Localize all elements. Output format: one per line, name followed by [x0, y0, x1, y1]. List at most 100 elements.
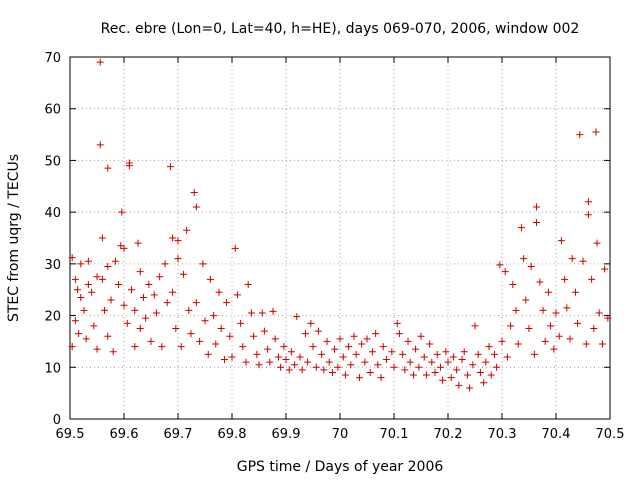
data-point — [463, 371, 471, 379]
x-tick-label: 70.5 — [596, 427, 625, 442]
data-point — [449, 353, 457, 361]
data-point — [471, 322, 479, 330]
x-tick-label: 70 — [332, 427, 349, 442]
data-point — [80, 306, 88, 314]
data-point — [426, 340, 434, 348]
data-points — [68, 58, 612, 392]
data-point — [460, 348, 468, 356]
data-point — [447, 374, 455, 382]
data-point — [204, 350, 212, 358]
data-point — [503, 353, 511, 361]
data-point — [598, 340, 606, 348]
data-point — [444, 358, 452, 366]
data-point — [250, 332, 258, 340]
data-point — [192, 299, 200, 307]
data-point — [382, 356, 390, 364]
y-tick-label: 0 — [53, 413, 61, 428]
data-point — [128, 286, 136, 294]
data-point — [314, 327, 322, 335]
data-point — [201, 317, 209, 325]
data-point — [226, 332, 234, 340]
grid-lines — [70, 57, 610, 419]
data-point — [174, 255, 182, 263]
data-point — [533, 203, 541, 211]
chart-title: Rec. ebre (Lon=0, Lat=40, h=HE), days 06… — [101, 21, 580, 37]
data-point — [282, 356, 290, 364]
data-point — [223, 299, 231, 307]
data-point — [507, 322, 515, 330]
data-point — [568, 255, 576, 263]
y-tick-label: 10 — [44, 361, 61, 376]
data-point — [183, 226, 191, 234]
data-point — [527, 262, 535, 270]
data-point — [301, 330, 309, 338]
data-point — [466, 384, 474, 392]
data-point — [571, 288, 579, 296]
data-point — [247, 309, 255, 317]
data-point — [366, 368, 374, 376]
data-point — [490, 350, 498, 358]
y-tick-label: 70 — [44, 51, 61, 66]
data-point — [436, 363, 444, 371]
data-point — [379, 343, 387, 351]
data-point — [576, 131, 584, 139]
data-point — [482, 358, 490, 366]
data-point — [93, 273, 101, 281]
data-point — [579, 257, 587, 265]
data-point — [274, 353, 282, 361]
y-tick-label: 50 — [44, 154, 61, 169]
data-point — [453, 366, 461, 374]
data-point — [323, 337, 331, 345]
data-point — [264, 345, 272, 353]
data-point — [82, 335, 90, 343]
data-point — [368, 348, 376, 356]
data-point — [196, 337, 204, 345]
data-point — [136, 268, 144, 276]
data-point — [115, 281, 123, 289]
data-point — [588, 275, 596, 283]
data-point — [174, 237, 182, 245]
data-point — [260, 327, 268, 335]
data-point — [266, 358, 274, 366]
data-point — [496, 261, 504, 269]
data-point — [147, 337, 155, 345]
data-point — [237, 319, 245, 327]
data-point — [458, 356, 466, 364]
data-point — [347, 361, 355, 369]
data-point — [296, 353, 304, 361]
data-point — [474, 350, 482, 358]
data-point — [520, 255, 528, 263]
data-point — [555, 332, 563, 340]
data-point — [595, 309, 603, 317]
data-point — [255, 361, 263, 369]
y-tick-label: 20 — [44, 310, 61, 325]
data-point — [134, 239, 142, 247]
data-point — [539, 306, 547, 314]
data-point — [93, 345, 101, 353]
data-point — [493, 363, 501, 371]
data-point — [433, 350, 441, 358]
axis-ticks — [69, 56, 611, 420]
data-point — [522, 296, 530, 304]
data-point — [68, 343, 76, 351]
data-point — [530, 350, 538, 358]
data-point — [328, 368, 336, 376]
data-point — [601, 265, 609, 273]
data-point — [374, 361, 382, 369]
data-point — [77, 293, 85, 301]
data-point — [120, 244, 128, 252]
data-point — [199, 260, 207, 268]
data-point — [242, 358, 250, 366]
data-point — [109, 348, 117, 356]
data-point — [84, 257, 92, 265]
data-point — [455, 381, 463, 389]
data-point — [145, 281, 153, 289]
data-point — [593, 239, 601, 247]
data-point — [469, 361, 477, 369]
data-point — [75, 330, 83, 338]
data-point — [156, 273, 164, 281]
data-point — [582, 340, 590, 348]
y-tick-labels: 0 10 20 30 40 50 60 70 — [44, 51, 61, 428]
data-point — [77, 260, 85, 268]
data-point — [190, 188, 198, 196]
